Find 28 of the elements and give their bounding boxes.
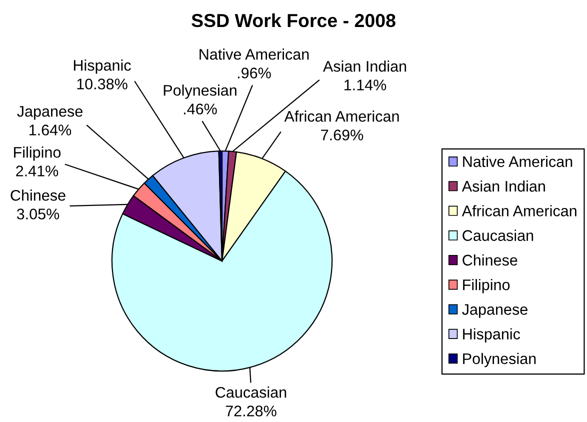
data-label: 10.38%	[77, 78, 128, 90]
data-label: .96%	[238, 68, 271, 78]
legend-label: Chinese	[462, 254, 518, 266]
slice-label: Asian Indian	[322, 60, 406, 72]
data-label: 72.28%	[226, 406, 276, 416]
slice-label: Chinese	[10, 190, 66, 201]
data-label: 3.05%	[16, 208, 60, 220]
slice-label: Native American	[200, 48, 309, 60]
slice-label: Japanese	[17, 106, 82, 120]
chart-title: SSD Work Force - 2008	[192, 13, 396, 28]
legend-label: Filipino	[463, 279, 510, 294]
data-label: 1.64%	[30, 124, 72, 136]
legend-label: African American	[462, 205, 576, 216]
legend-label: Asian Indian	[462, 180, 545, 192]
data-label: 1.14%	[344, 80, 386, 90]
slice-label: Filipino	[14, 146, 61, 161]
slice-label: Hispanic	[74, 60, 131, 74]
data-label: 2.41%	[16, 166, 58, 176]
data-label: .46%	[184, 104, 217, 114]
slice-label: African American	[284, 110, 399, 122]
legend-label: Hispanic	[463, 328, 520, 343]
slice-label: Caucasian	[216, 386, 286, 398]
legend-label: Native American	[463, 156, 572, 168]
legend-label: Caucasian	[462, 230, 534, 241]
legend-label: Polynesian	[463, 352, 536, 368]
slice-label: Polynesian	[164, 84, 236, 99]
data-label: 7.69%	[321, 130, 364, 140]
legend-label: Japanese	[462, 304, 528, 318]
